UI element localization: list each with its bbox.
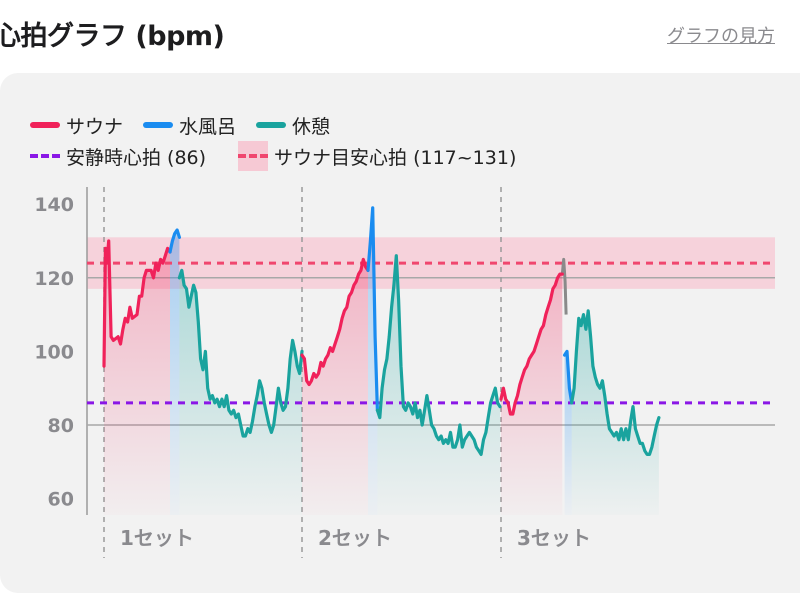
sauna-area-set-1 bbox=[104, 241, 170, 515]
sauna-area-set-3 bbox=[501, 274, 563, 515]
y-tick-label: 60 bbox=[48, 489, 74, 511]
sauna-target-swatch bbox=[238, 141, 269, 171]
reference-line-layer bbox=[87, 261, 775, 405]
water-area-set-1 bbox=[170, 230, 180, 515]
set-label: 3セット bbox=[517, 526, 591, 550]
page-title: 心拍グラフ (bpm) bbox=[0, 21, 225, 52]
label-layer: 60 80 100 120 140 1セット 2セット 3セット bbox=[34, 194, 591, 550]
legend-item-sauna: サウナ bbox=[30, 112, 123, 139]
legend-item-sauna-target: サウナ目安心拍 (117~131) bbox=[238, 141, 516, 171]
legend-label-water: 水風呂 bbox=[179, 115, 237, 138]
rest-swatch bbox=[256, 122, 287, 128]
water-line-set-3 bbox=[563, 349, 574, 405]
water-line-set-1 bbox=[168, 228, 181, 254]
y-tick-label: 140 bbox=[34, 194, 74, 216]
rest-line-set-3 bbox=[570, 309, 661, 456]
area-layer bbox=[104, 207, 659, 515]
sauna-line-set-2 bbox=[300, 257, 370, 387]
rest-line-set-1 bbox=[177, 268, 304, 438]
legend-row-phases: サウナ 水風呂 休憩 bbox=[30, 112, 350, 138]
rest-area-set-3 bbox=[571, 310, 659, 515]
rest-area-set-2 bbox=[377, 255, 500, 515]
resting-hr-swatch bbox=[30, 154, 60, 158]
y-tick-label: 120 bbox=[34, 268, 74, 290]
water-swatch bbox=[143, 122, 174, 128]
y-tick-label: 100 bbox=[34, 341, 74, 363]
legend-label-rest: 休憩 bbox=[292, 115, 331, 138]
y-tick-label: 80 bbox=[48, 415, 74, 437]
set-label: 2セット bbox=[318, 526, 392, 550]
legend-item-resting-hr: 安静時心拍 (86) bbox=[30, 143, 206, 170]
legend-label-sauna: サウナ bbox=[66, 115, 124, 138]
sauna-swatch bbox=[30, 122, 60, 128]
legend-label-resting-hr: 安静時心拍 (86) bbox=[66, 146, 207, 169]
legend-item-water: 水風呂 bbox=[143, 112, 236, 139]
legend-label-sauna-target: サウナ目安心拍 (117~131) bbox=[274, 146, 517, 169]
set-label: 1セット bbox=[120, 526, 194, 550]
rest-line-set-2 bbox=[375, 254, 502, 456]
rest-area-set-1 bbox=[179, 270, 302, 515]
transition-line-set-3 bbox=[560, 257, 568, 315]
legend-row-references: 安静時心拍 (86) サウナ目安心拍 (117~131) bbox=[30, 141, 536, 171]
legend-item-rest: 休憩 bbox=[256, 112, 330, 139]
sauna-line-set-1 bbox=[102, 239, 172, 368]
series-line-layer bbox=[102, 206, 661, 456]
water-area-set-2 bbox=[368, 207, 378, 515]
water-line-set-2 bbox=[366, 206, 379, 412]
graph-guide-link[interactable]: グラフの見方 bbox=[667, 26, 775, 47]
sauna-area-set-2 bbox=[302, 259, 368, 515]
sauna-line-set-3 bbox=[499, 272, 564, 416]
